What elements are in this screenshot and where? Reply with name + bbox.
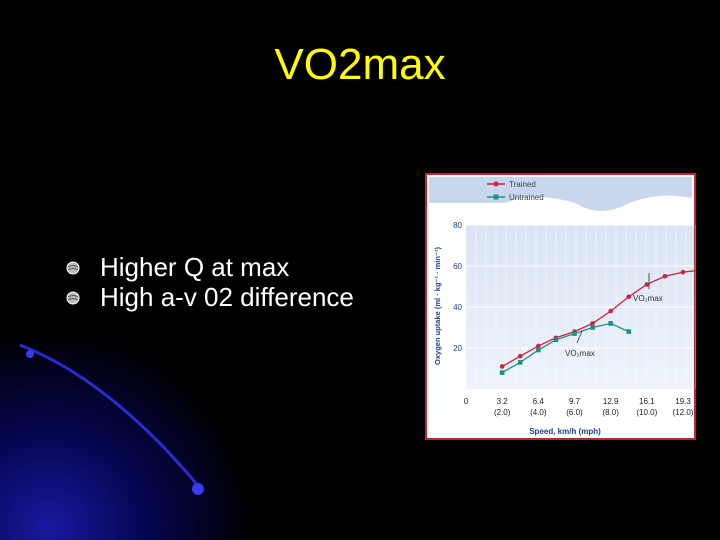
x-tick-label: 16.1: [639, 397, 655, 406]
series: [499, 269, 696, 375]
x-tick-sublabel: (2.0): [494, 408, 511, 417]
globe-bullet-icon: [66, 291, 80, 305]
legend-trained-label: Trained: [509, 180, 536, 189]
untrained-data-point: [572, 331, 577, 336]
bullet-text: High a-v 02 difference: [100, 282, 354, 312]
untrained-data-point: [590, 325, 595, 330]
x-tick-label: 19.3: [675, 397, 691, 406]
x-tick-label: 3.2: [497, 397, 509, 406]
x-tick-label: 9.7: [569, 397, 581, 406]
legend-trained-marker: [493, 181, 499, 187]
bullet-list: Higher Q at max High a-v 02 difference: [60, 252, 360, 312]
background-dot: [192, 483, 204, 495]
y-tick-label: 20: [453, 344, 462, 353]
annotation-trained-label: VO₂max: [633, 294, 663, 303]
background-arc: [19, 343, 202, 489]
trained-data-point: [644, 282, 650, 287]
untrained-data-point: [499, 370, 505, 375]
legend: Trained Untrained: [487, 180, 544, 202]
x-tick-sublabel: (10.0): [636, 408, 657, 417]
annotation-untrained-leader: [576, 330, 583, 344]
untrained-data-point: [517, 360, 523, 365]
bullet-item: High a-v 02 difference: [60, 282, 360, 312]
x-tick-sublabel: (4.0): [530, 408, 547, 417]
background-dot: [26, 350, 34, 358]
globe-bullet-icon: [66, 261, 80, 275]
untrained-data-point: [626, 329, 632, 334]
legend-untrained-label: Untrained: [509, 193, 544, 202]
bullet-text: Higher Q at max: [100, 252, 290, 282]
bullet-item: Higher Q at max: [60, 252, 360, 282]
vo2max-chart: Trained Untrained 20 40 60 80 0 3.2 (2.0) 6.4 (4…: [425, 173, 696, 440]
x-tick-label: 0: [464, 397, 469, 406]
background-glow: [0, 280, 270, 540]
trained-data-point: [626, 294, 632, 300]
untrained-data-point: [536, 347, 541, 353]
trained-data-point: [590, 321, 595, 326]
legend-untrained-marker: [493, 194, 499, 200]
x-axis-label: Speed, km/h (mph): [529, 427, 601, 436]
untrained-series-line: [501, 322, 630, 374]
x-tick-sublabel: (8.0): [602, 408, 619, 417]
x-tick-sublabel: (12.0): [673, 408, 694, 417]
axis-ticks: 20 40 60 80 0 3.2 (2.0) 6.4 (4.0) 9.7 (6.0) 12.9 (8.…: [453, 221, 694, 417]
y-tick-label: 60: [453, 262, 462, 271]
grid: [465, 224, 696, 389]
trained-data-point: [608, 308, 613, 314]
x-tick-sublabel: (6.0): [566, 408, 583, 417]
slide-title: VO2max: [274, 40, 446, 89]
trained-data-point: [680, 269, 686, 275]
y-tick-label: 40: [453, 303, 462, 312]
trained-data-point: [536, 343, 541, 349]
trained-data-point: [662, 273, 668, 279]
x-tick-label: 12.9: [603, 397, 619, 406]
y-tick-label: 80: [453, 221, 462, 230]
annotation-untrained-label: VO₂max: [565, 349, 595, 358]
y-axis-label: Oxygen uptake (ml · kg⁻¹ · min⁻¹): [433, 247, 442, 365]
annotations: VO₂max VO₂max: [565, 273, 663, 358]
untrained-data-point: [608, 321, 613, 326]
x-tick-label: 6.4: [533, 397, 545, 406]
untrained-data-point: [553, 337, 559, 343]
trained-data-point: [517, 353, 523, 359]
trained-data-point: [499, 364, 505, 369]
